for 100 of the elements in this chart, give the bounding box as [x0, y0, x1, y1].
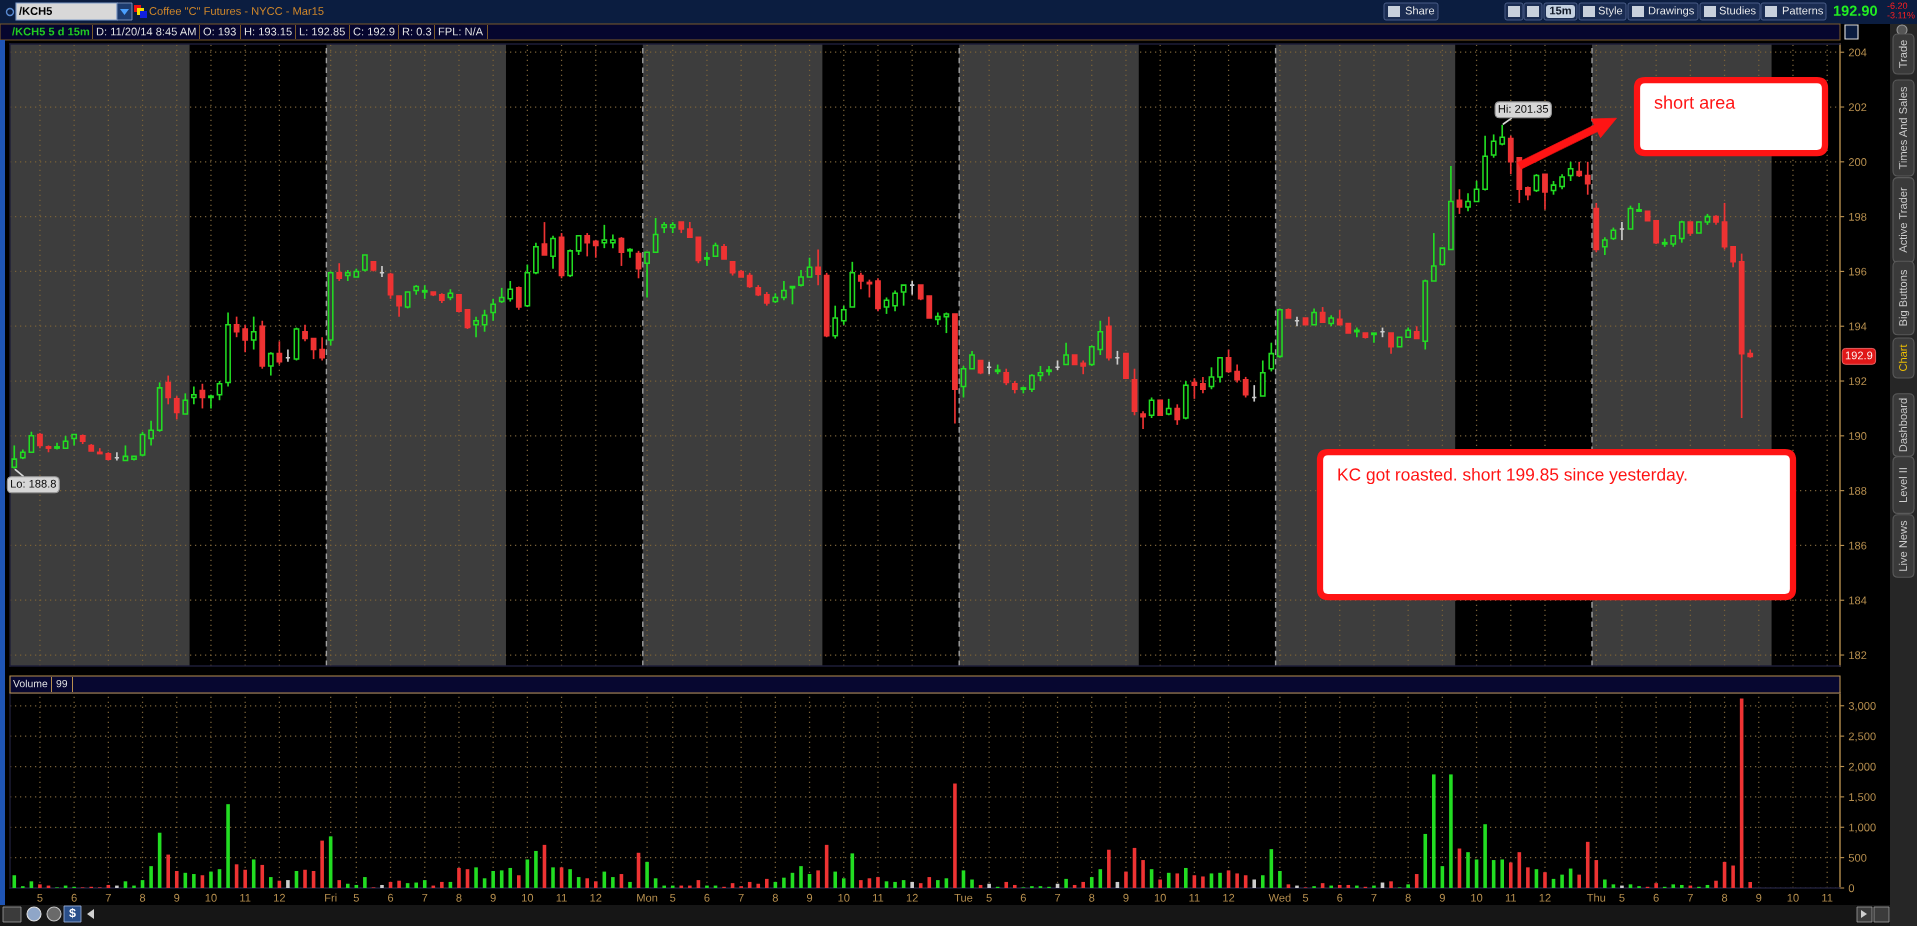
- bar: [1585, 841, 1590, 888]
- x-tick-label: 11: [240, 893, 251, 902]
- x-tick-label: 6: [1337, 893, 1343, 902]
- text: Big Buttons: [1898, 269, 1910, 326]
- y-tick-label: 500: [1848, 853, 1867, 862]
- candlestick: [1268, 341, 1275, 373]
- text: C: 192.9: [353, 27, 395, 36]
- bar: [799, 866, 803, 888]
- bar: [1748, 881, 1753, 888]
- y-tick-label: 186: [1849, 541, 1867, 550]
- bar: [422, 880, 427, 888]
- text: H: 193.15: [244, 27, 292, 36]
- text: R: 0.3: [402, 27, 432, 36]
- chart-title: Coffee "C" Futures - NYCC - Mar15: [149, 6, 324, 15]
- bar: [1337, 884, 1342, 888]
- candlestick: [695, 236, 702, 265]
- x-tick-label: 6: [388, 893, 394, 902]
- x-tick-label: 8: [1721, 893, 1728, 902]
- candlestick: [575, 234, 582, 256]
- candlestick: [892, 289, 898, 312]
- bar: [645, 861, 649, 888]
- x-tick-label: 10: [1471, 893, 1483, 902]
- candlestick: [1567, 160, 1574, 182]
- bar: [1141, 860, 1145, 888]
- candlestick: [165, 374, 172, 406]
- bar: [1012, 884, 1017, 888]
- y-tick-label: 1,000: [1849, 823, 1876, 833]
- candlestick: [1088, 344, 1095, 367]
- x-tick-label: 9: [806, 893, 813, 902]
- bar: [1260, 875, 1265, 888]
- candlestick: [704, 251, 710, 267]
- candlestick: [319, 336, 326, 362]
- text: Share: [1405, 6, 1435, 15]
- y-tick-label: 188: [1849, 486, 1867, 495]
- bar: [1201, 876, 1205, 888]
- bar: [1423, 833, 1428, 888]
- bar: [756, 883, 761, 888]
- y-tick-label: 182: [1849, 651, 1867, 660]
- bar: [1731, 865, 1735, 888]
- bar: [397, 880, 401, 888]
- bar: [226, 804, 230, 888]
- candlestick: [1730, 245, 1737, 269]
- bar: [593, 881, 598, 888]
- x-tick-label: 6: [1653, 893, 1659, 902]
- x-tick-label: Thu: [1586, 893, 1606, 902]
- x-tick-label: 11: [556, 893, 567, 902]
- y-tick-label: 2,000: [1848, 762, 1876, 772]
- bar: [1603, 879, 1607, 888]
- x-tick-label: 12: [906, 893, 918, 902]
- candlestick: [1653, 219, 1660, 245]
- x-tick-label: 7: [1055, 893, 1061, 902]
- text: -3.11%: [1887, 12, 1915, 19]
- candlestick: [1507, 134, 1514, 175]
- x-tick-label: 7: [105, 893, 111, 902]
- candlestick: [1259, 359, 1266, 397]
- y-tick-label: 190: [1849, 432, 1867, 440]
- bar: [1432, 774, 1436, 888]
- bar: [1611, 884, 1616, 888]
- bar: [859, 880, 863, 888]
- bar: [1346, 884, 1351, 888]
- y-tick-label: 184: [1849, 596, 1867, 605]
- bar: [1466, 852, 1470, 888]
- bar: [345, 883, 350, 888]
- candlestick: [584, 232, 591, 258]
- candlestick: [601, 224, 608, 249]
- y-tick-label: 198: [1849, 212, 1867, 221]
- x-tick-label: 5: [670, 893, 676, 902]
- bar: [893, 881, 897, 888]
- text: Times And Sales: [1898, 86, 1907, 170]
- text: L: 192.85: [299, 27, 345, 36]
- bar: [1107, 849, 1111, 888]
- bar: [209, 871, 213, 888]
- bar: [1235, 873, 1239, 888]
- x-tick-label: 10: [1154, 893, 1166, 902]
- x-tick-label: 5: [353, 893, 359, 902]
- candlestick: [1456, 188, 1463, 215]
- text: Drawings: [1648, 6, 1694, 17]
- candlestick: [926, 295, 933, 319]
- bar: [1406, 884, 1410, 888]
- candlestick: [267, 351, 274, 377]
- candlestick: [550, 234, 556, 270]
- bar: [1560, 874, 1564, 888]
- bar: [1389, 881, 1393, 888]
- x-tick-label: 11: [1189, 893, 1200, 902]
- bar: [1526, 867, 1530, 888]
- text: Studies: [1719, 6, 1756, 15]
- bar: [1158, 879, 1162, 888]
- bar: [508, 867, 513, 888]
- x-tick-label: 8: [1405, 893, 1411, 902]
- candlestick: [1242, 376, 1249, 399]
- bar: [628, 881, 632, 888]
- candlestick: [481, 308, 488, 333]
- bar: [876, 877, 880, 888]
- candlestick: [832, 304, 839, 340]
- bar: [918, 883, 923, 888]
- x-tick-label: 10: [1787, 893, 1799, 902]
- x-tick-label: 5: [1619, 893, 1625, 902]
- x-tick-label: 12: [1539, 893, 1551, 902]
- bar: [987, 883, 991, 888]
- bar: [1166, 872, 1171, 888]
